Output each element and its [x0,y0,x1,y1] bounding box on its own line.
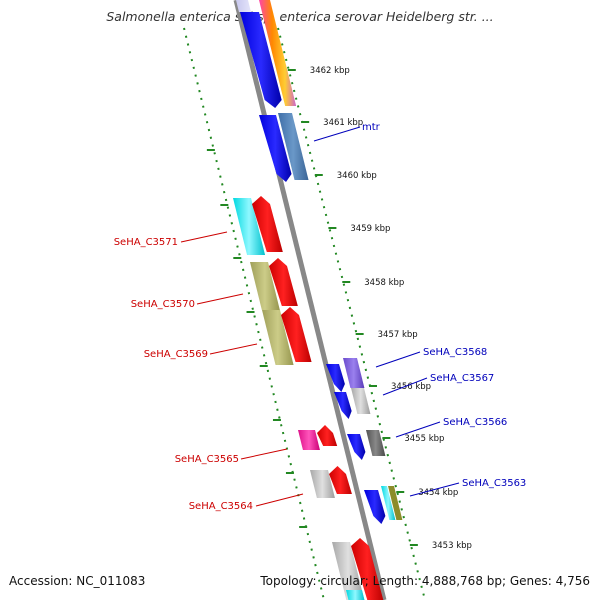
label-leader-line [375,351,421,368]
tick-label: 3456 kbp [391,382,431,392]
gene-label-layer: mtr SeHA_C3568 SeHA_C3567 SeHA_C3566 SeHA_C3… [114,122,527,512]
gene-label-forward[interactable]: SeHA_C3567 [430,373,494,384]
tick-label: 3453 kbp [432,541,472,551]
label-leader-line [196,293,244,305]
gene-feature-forward[interactable] [259,115,292,182]
gene-feature-reverse[interactable] [252,196,283,252]
major-ticks [206,69,418,546]
gene-feature-forward[interactable] [366,430,386,456]
gene-feature-reverse[interactable] [329,466,352,494]
gene-feature-reverse[interactable] [298,430,320,450]
gene-feature-reverse[interactable] [233,198,266,255]
gene-feature-forward[interactable] [351,388,371,414]
inner-ruler-track [277,27,426,600]
label-leader-line [313,126,361,142]
label-leader-line [180,231,228,243]
gene-label-reverse[interactable]: SeHA_C3569 [144,349,208,360]
feature-layer [233,0,403,600]
gene-feature-reverse[interactable] [317,425,338,446]
tick-label-layer: 3462 kbp 3461 kbp 3460 kbp 3459 kbp 3458 kbp… [310,66,472,551]
gene-feature-reverse[interactable] [262,310,294,365]
tick-label: 3455 kbp [404,434,444,444]
gene-feature-forward[interactable] [343,358,365,388]
gene-label-reverse[interactable]: SeHA_C3571 [114,237,178,248]
label-leader-line [409,482,460,497]
tick-label: 3459 kbp [350,224,390,234]
label-leader-line [255,493,304,507]
gene-feature-reverse[interactable] [269,258,298,306]
tick-label: 3454 kbp [418,488,458,498]
gene-feature-reverse[interactable] [351,538,384,600]
gene-feature-reverse[interactable] [281,307,312,362]
organism-title: Salmonella enterica subsp. enterica sero… [106,9,494,24]
label-leader-line [209,343,258,355]
tick-label: 3462 kbp [310,66,350,76]
tick-label: 3458 kbp [364,278,404,288]
gene-feature-forward[interactable] [278,113,309,180]
gene-label-reverse[interactable]: SeHA_C3565 [175,454,239,465]
label-leader-line [382,377,428,396]
gene-feature-forward[interactable] [240,12,282,108]
label-leader-line [395,421,441,438]
tick-label: 3460 kbp [337,171,377,181]
gene-label-reverse[interactable]: SeHA_C3570 [131,299,195,310]
gene-feature-forward[interactable] [326,364,345,392]
accession-text: Accession: NC_011083 [9,574,146,588]
tick-label: 3461 kbp [323,118,363,128]
gene-feature-forward[interactable] [334,392,352,419]
gene-feature-forward[interactable] [388,486,403,520]
gene-label-forward[interactable]: mtr [362,122,381,133]
gene-feature-reverse[interactable] [310,470,335,498]
genome-backbone [233,0,387,600]
gene-label-reverse[interactable]: SeHA_C3564 [189,501,253,512]
gene-label-forward[interactable]: SeHA_C3563 [462,478,526,489]
gene-feature-reverse[interactable] [332,542,365,600]
gene-feature-reverse[interactable] [346,590,365,600]
gene-feature-forward[interactable] [381,486,396,520]
outer-ruler-track [183,27,325,600]
gene-feature-forward[interactable] [259,0,297,106]
tick-label: 3457 kbp [378,330,418,340]
gene-label-forward[interactable]: SeHA_C3568 [423,347,487,358]
gene-feature-reverse[interactable] [250,262,280,310]
genome-summary-text: Topology: circular; Length: 4,888,768 bp… [260,574,590,588]
label-leader-line [240,448,288,460]
gene-label-forward[interactable]: SeHA_C3566 [443,417,507,428]
gene-feature-forward[interactable] [347,434,366,460]
gene-feature-forward[interactable] [364,490,386,524]
gene-feature-forward[interactable] [236,0,251,12]
